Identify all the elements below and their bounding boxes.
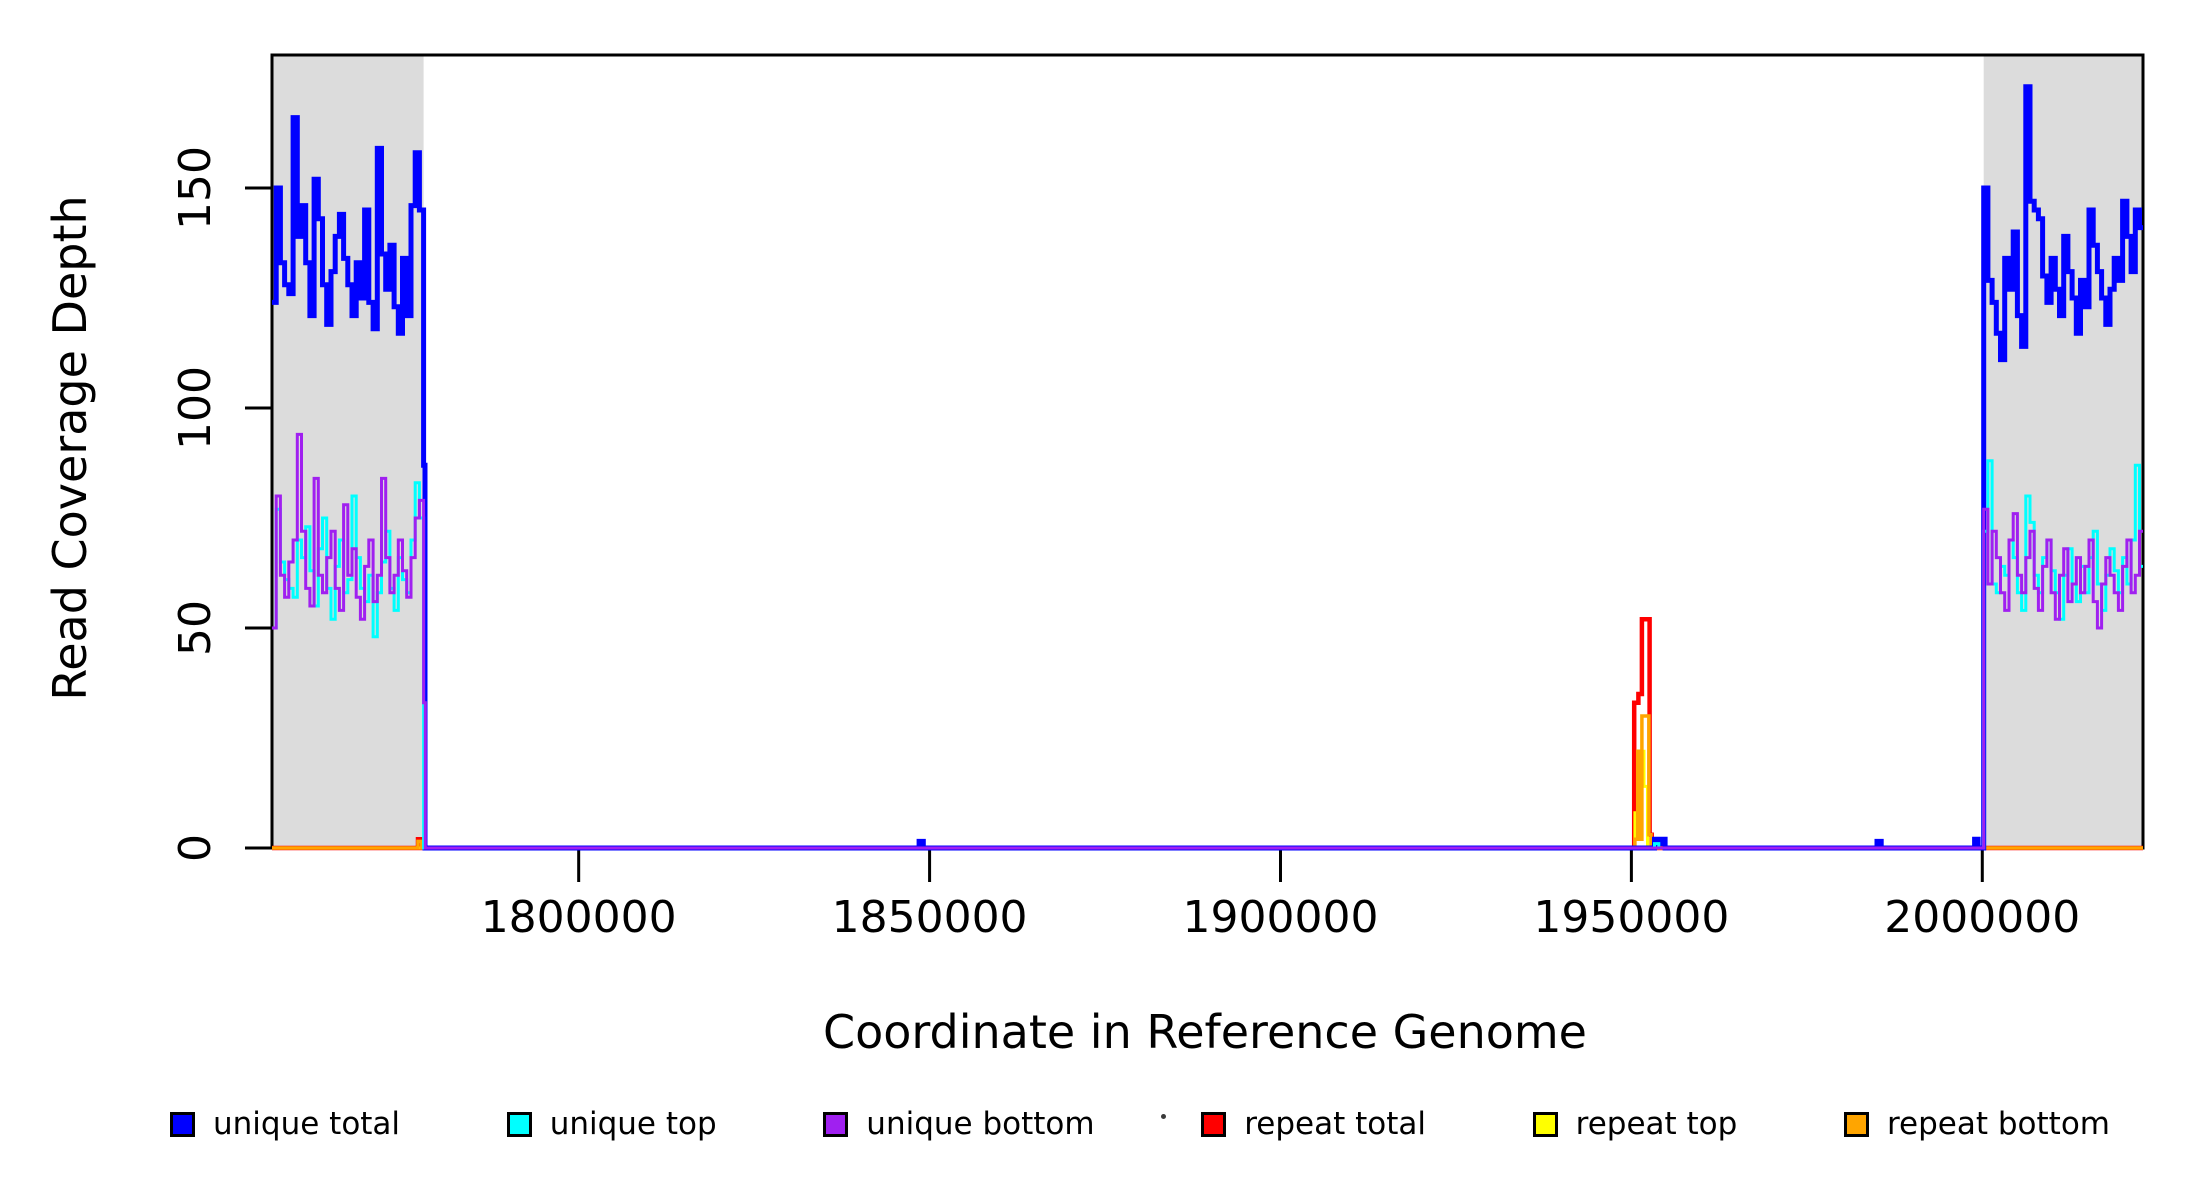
legend-item-unique-bottom: unique bottom bbox=[823, 1106, 1095, 1142]
y-tick-label: 0 bbox=[170, 834, 221, 862]
legend: unique total unique top unique bottom re… bbox=[170, 1106, 2110, 1142]
legend-swatch-repeat-bottom bbox=[1843, 1111, 1869, 1137]
y-tick-label: 100 bbox=[170, 366, 221, 450]
shaded-region bbox=[1983, 55, 2143, 848]
series-unique-bottom bbox=[272, 432, 2143, 850]
y-tick-label: 50 bbox=[170, 600, 221, 656]
legend-swatch-repeat-total bbox=[1201, 1111, 1227, 1137]
legend-label-unique-bottom: unique bottom bbox=[866, 1106, 1095, 1142]
series-unique-top bbox=[272, 459, 2143, 850]
x-tick-label: 2000000 bbox=[1884, 892, 2080, 943]
legend-swatch-unique-top bbox=[506, 1111, 532, 1137]
legend-item-unique-total: unique total bbox=[170, 1106, 400, 1142]
x-tick-label: 1900000 bbox=[1183, 892, 1379, 943]
stray-point-mark bbox=[1161, 1114, 1166, 1119]
legend-swatch-unique-bottom bbox=[823, 1111, 849, 1137]
series-repeat-total bbox=[272, 616, 2143, 851]
series-repeat-top bbox=[272, 749, 2143, 850]
series-unique-total bbox=[272, 84, 2143, 851]
legend-label-repeat-total: repeat total bbox=[1244, 1106, 1426, 1142]
legend-label-repeat-bottom: repeat bottom bbox=[1886, 1106, 2110, 1142]
legend-item-unique-top: unique top bbox=[506, 1106, 717, 1142]
legend-label-unique-total: unique total bbox=[213, 1106, 401, 1142]
legend-label-repeat-top: repeat top bbox=[1575, 1106, 1738, 1142]
legend-item-repeat-total: repeat total bbox=[1201, 1106, 1426, 1142]
y-tick-label: 150 bbox=[170, 146, 221, 230]
legend-swatch-repeat-top bbox=[1532, 1111, 1558, 1137]
legend-item-repeat-top: repeat top bbox=[1532, 1106, 1738, 1142]
x-tick-label: 1950000 bbox=[1533, 892, 1729, 943]
x-axis-title: Coordinate in Reference Genome bbox=[823, 1005, 1587, 1059]
x-tick-label: 1800000 bbox=[481, 892, 677, 943]
legend-swatch-unique-total bbox=[170, 1111, 195, 1137]
y-axis-title: Read Coverage Depth bbox=[43, 195, 97, 701]
x-tick-label: 1850000 bbox=[832, 892, 1028, 943]
plot-border bbox=[270, 53, 2145, 850]
series-repeat-bottom bbox=[272, 714, 2143, 850]
legend-item-repeat-bottom: repeat bottom bbox=[1843, 1106, 2110, 1142]
legend-label-unique-top: unique top bbox=[549, 1106, 717, 1142]
